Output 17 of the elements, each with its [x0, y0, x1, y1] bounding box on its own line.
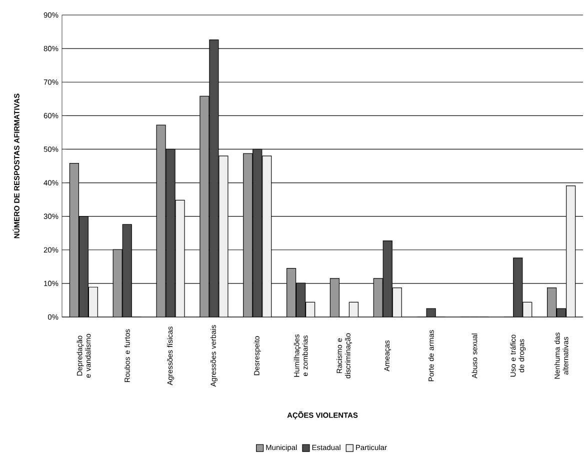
bar [392, 288, 402, 317]
bar [112, 249, 122, 317]
bar [296, 282, 306, 317]
bar [88, 286, 98, 317]
bar [243, 153, 253, 317]
bar [78, 216, 89, 317]
bar [330, 278, 340, 317]
bar [252, 148, 262, 317]
bar [566, 185, 576, 317]
bar [546, 288, 557, 317]
bar [69, 163, 80, 317]
bar [382, 240, 392, 317]
bar [513, 258, 523, 317]
bar [262, 156, 272, 317]
bar [373, 278, 383, 317]
bar [122, 224, 132, 317]
bar [286, 268, 296, 317]
